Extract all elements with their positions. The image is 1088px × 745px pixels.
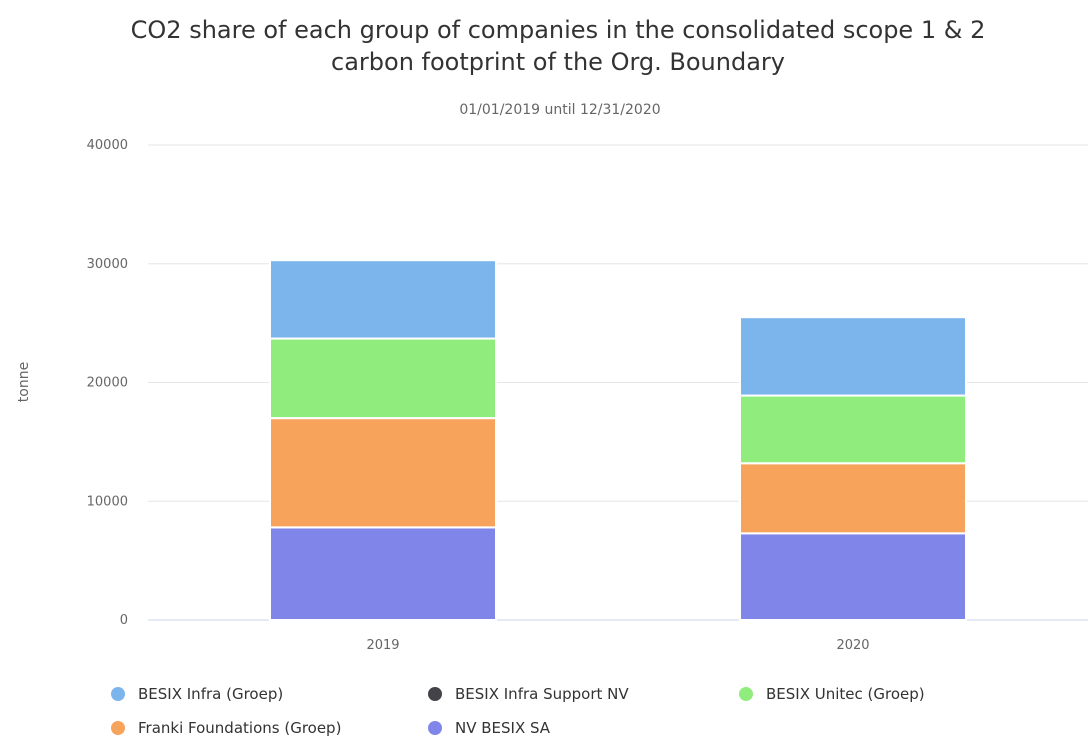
x-axis-ticks: 2019 2020 xyxy=(366,638,869,653)
legend-marker xyxy=(428,687,442,701)
bar-segment[interactable] xyxy=(269,259,497,340)
y-tick-label: 10000 xyxy=(87,494,128,509)
legend-marker xyxy=(428,721,442,735)
y-tick-label: 0 xyxy=(120,613,128,628)
legend-label: BESIX Infra (Groep) xyxy=(138,685,283,703)
legend-marker xyxy=(739,687,753,701)
legend-item[interactable]: BESIX Infra Support NV xyxy=(428,685,629,703)
bar-segment[interactable] xyxy=(739,462,967,535)
bar-segment[interactable] xyxy=(269,417,497,529)
legend: BESIX Infra (Groep) BESIX Infra Support N… xyxy=(111,685,925,737)
bar-segment[interactable] xyxy=(739,316,967,397)
legend-marker xyxy=(111,721,125,735)
y-tick-label: 20000 xyxy=(87,376,128,391)
bar-segment[interactable] xyxy=(739,394,967,465)
x-tick-label: 2020 xyxy=(836,638,869,653)
x-tick-label: 2019 xyxy=(366,638,399,653)
y-tick-label: 30000 xyxy=(87,257,128,272)
bars xyxy=(269,259,967,621)
legend-item[interactable]: BESIX Unitec (Groep) xyxy=(739,685,925,703)
legend-item[interactable]: Franki Foundations (Groep) xyxy=(111,719,341,737)
legend-label: NV BESIX SA xyxy=(455,719,551,737)
bar-segment[interactable] xyxy=(269,337,497,420)
legend-marker xyxy=(111,687,125,701)
y-tick-label: 40000 xyxy=(87,138,128,153)
legend-label: BESIX Infra Support NV xyxy=(455,685,629,703)
bar-segment[interactable] xyxy=(269,526,497,621)
legend-label: BESIX Unitec (Groep) xyxy=(766,685,925,703)
chart-title-line-1: CO2 share of each group of companies in … xyxy=(131,16,986,44)
legend-label: Franki Foundations (Groep) xyxy=(138,719,341,737)
chart-subtitle: 01/01/2019 until 12/31/2020 xyxy=(459,102,660,118)
chart-title-line-2: carbon footprint of the Org. Boundary xyxy=(331,48,785,76)
legend-item[interactable]: BESIX Infra (Groep) xyxy=(111,685,283,703)
bar-segment[interactable] xyxy=(739,532,967,621)
legend-item[interactable]: NV BESIX SA xyxy=(428,719,551,737)
y-axis-title: tonne xyxy=(16,362,32,402)
y-axis-ticks: 0 10000 20000 30000 40000 xyxy=(87,138,128,628)
